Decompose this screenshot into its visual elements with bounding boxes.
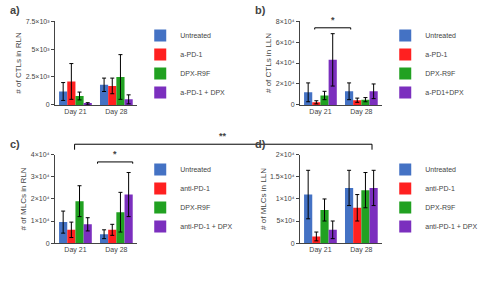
svg-text:1×10⁴: 1×10⁴ <box>31 217 50 224</box>
svg-text:d): d) <box>255 138 266 150</box>
svg-text:Day 28: Day 28 <box>350 108 372 116</box>
svg-text:DPX-R9F: DPX-R9F <box>180 204 210 211</box>
svg-text:Day 28: Day 28 <box>350 246 372 254</box>
svg-text:a-PD-1: a-PD-1 <box>180 51 202 58</box>
svg-text:Day 21: Day 21 <box>309 246 331 254</box>
svg-text:b): b) <box>255 4 266 16</box>
svg-text:anti-PD-1: anti-PD-1 <box>425 185 455 192</box>
svg-text:6×10⁴: 6×10⁴ <box>276 39 295 46</box>
svg-text:2×10⁴: 2×10⁴ <box>276 151 295 158</box>
svg-text:0: 0 <box>46 240 50 247</box>
svg-text:anti-PD-1: anti-PD-1 <box>180 185 210 192</box>
svg-text:Day 28: Day 28 <box>105 108 127 116</box>
svg-text:0: 0 <box>46 101 50 108</box>
svg-text:Day 21: Day 21 <box>64 108 86 116</box>
svg-text:Day 21: Day 21 <box>64 246 86 254</box>
svg-text:anti-PD-1 + DPX: anti-PD-1 + DPX <box>425 223 477 230</box>
svg-text:4×10⁴: 4×10⁴ <box>276 59 295 66</box>
svg-text:1.5×10⁴: 1.5×10⁴ <box>270 173 295 180</box>
svg-text:# of CTLs in RLN: # of CTLs in RLN <box>14 32 23 94</box>
svg-text:Day 21: Day 21 <box>309 108 331 116</box>
svg-text:2.5×10³: 2.5×10³ <box>26 73 51 80</box>
svg-text:# of MLCs in LLN: # of MLCs in LLN <box>259 168 268 230</box>
svg-text:Untreated: Untreated <box>425 166 456 173</box>
svg-text:anti-PD-1 + DPX: anti-PD-1 + DPX <box>180 223 232 230</box>
svg-text:Untreated: Untreated <box>425 32 456 39</box>
svg-text:5×10³: 5×10³ <box>276 217 295 224</box>
svg-text:2×10⁴: 2×10⁴ <box>31 195 50 202</box>
svg-text:Day 28: Day 28 <box>105 246 127 254</box>
svg-text:Untreated: Untreated <box>180 166 211 173</box>
svg-text:DPX-R9F: DPX-R9F <box>425 70 455 77</box>
svg-text:7.5×10³: 7.5×10³ <box>26 18 51 25</box>
svg-text:5×10³: 5×10³ <box>31 45 50 52</box>
svg-text:# of CTLs in LLN: # of CTLs in LLN <box>264 33 273 93</box>
svg-text:a-PD-1 + DPX: a-PD-1 + DPX <box>180 89 225 96</box>
svg-text:1×10⁴: 1×10⁴ <box>276 195 295 202</box>
svg-text:# of MLCs in RLN: # of MLCs in RLN <box>19 167 28 230</box>
svg-text:*: * <box>113 149 117 159</box>
svg-text:0: 0 <box>291 240 295 247</box>
svg-text:8×10⁴: 8×10⁴ <box>276 18 295 25</box>
svg-text:*: * <box>331 15 335 25</box>
svg-text:a): a) <box>10 4 20 16</box>
svg-text:Untreated: Untreated <box>180 32 211 39</box>
svg-text:2×10⁴: 2×10⁴ <box>276 80 295 87</box>
svg-text:3×10⁴: 3×10⁴ <box>31 173 50 180</box>
svg-text:DPX-R9F: DPX-R9F <box>425 204 455 211</box>
svg-text:a-PD-1: a-PD-1 <box>425 51 447 58</box>
svg-text:**: ** <box>219 131 227 141</box>
svg-text:a-PD1+DPX: a-PD1+DPX <box>425 89 464 96</box>
svg-text:DPX-R9F: DPX-R9F <box>180 70 210 77</box>
svg-text:4×10⁴: 4×10⁴ <box>31 151 50 158</box>
svg-text:0: 0 <box>291 101 295 108</box>
svg-text:c): c) <box>10 138 20 150</box>
